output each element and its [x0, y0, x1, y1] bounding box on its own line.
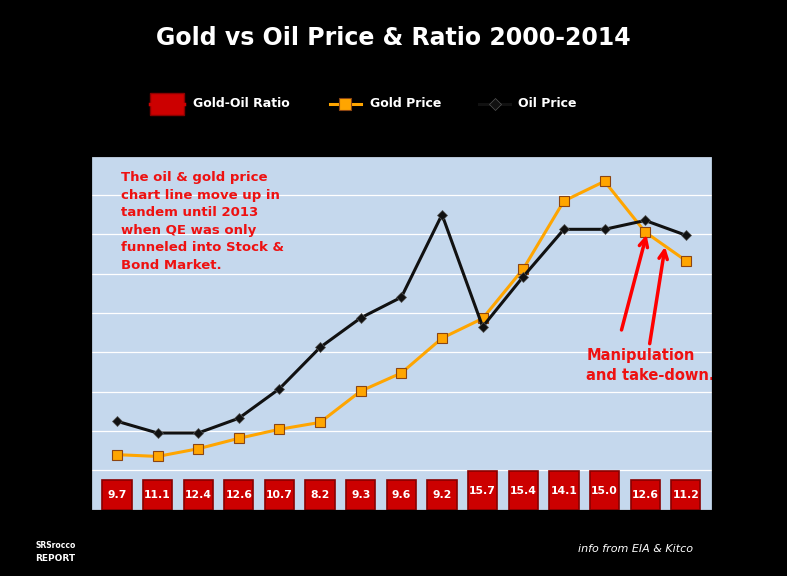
Y-axis label: Gold Price: Gold Price [13, 293, 27, 373]
Text: 11.2: 11.2 [672, 490, 700, 500]
Bar [508, 471, 538, 510]
Bar [671, 480, 700, 510]
Bar [386, 480, 416, 510]
Text: 9.7: 9.7 [107, 490, 127, 500]
Text: 14.1: 14.1 [550, 486, 578, 495]
Text: 12.6: 12.6 [225, 490, 253, 500]
Bar [143, 480, 172, 510]
Text: Gold Price: Gold Price [371, 97, 442, 110]
Bar [468, 471, 497, 510]
Text: 15.7: 15.7 [469, 486, 496, 495]
Bar [265, 480, 294, 510]
Text: 9.2: 9.2 [432, 490, 452, 500]
Text: 15.4: 15.4 [510, 486, 537, 495]
Bar [630, 480, 660, 510]
Text: REPORT: REPORT [35, 554, 76, 563]
Text: info from EIA & Kitco: info from EIA & Kitco [578, 544, 693, 554]
Text: 15.0: 15.0 [591, 486, 618, 495]
Bar [346, 480, 375, 510]
Bar [427, 480, 456, 510]
Bar [150, 93, 184, 115]
Text: The oil & gold price
chart line move up in
tandem until 2013
when QE was only
fu: The oil & gold price chart line move up … [121, 171, 284, 272]
Y-axis label: Oil Price: Oil Price [763, 300, 777, 365]
Text: Gold vs Oil Price & Ratio 2000-2014: Gold vs Oil Price & Ratio 2000-2014 [156, 26, 631, 50]
Text: 12.4: 12.4 [185, 490, 212, 500]
Bar [549, 471, 578, 510]
Text: 9.6: 9.6 [392, 490, 411, 500]
Bar [102, 480, 131, 510]
Text: 8.2: 8.2 [310, 490, 330, 500]
Text: Gold-Oil Ratio: Gold-Oil Ratio [193, 97, 290, 110]
Text: 12.6: 12.6 [632, 490, 659, 500]
Text: 11.1: 11.1 [144, 490, 171, 500]
Text: Oil Price: Oil Price [519, 97, 577, 110]
Text: 9.3: 9.3 [351, 490, 371, 500]
Text: SRSrocco: SRSrocco [35, 540, 76, 550]
Text: Manipulation
and take-down.: Manipulation and take-down. [586, 348, 715, 383]
Bar [183, 480, 212, 510]
Bar [305, 480, 334, 510]
Text: 10.7: 10.7 [266, 490, 293, 500]
Bar [224, 480, 253, 510]
Bar [590, 471, 619, 510]
